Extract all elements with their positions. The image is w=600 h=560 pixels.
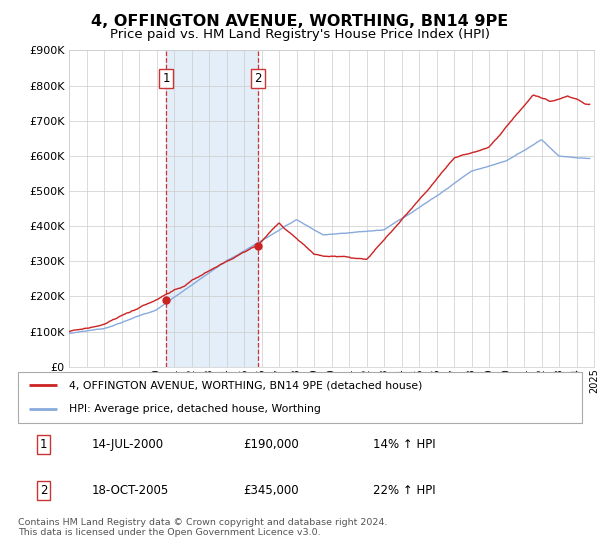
Text: 4, OFFINGTON AVENUE, WORTHING, BN14 9PE (detached house): 4, OFFINGTON AVENUE, WORTHING, BN14 9PE … (69, 380, 422, 390)
Text: 4, OFFINGTON AVENUE, WORTHING, BN14 9PE: 4, OFFINGTON AVENUE, WORTHING, BN14 9PE (91, 14, 509, 29)
Text: £190,000: £190,000 (244, 438, 299, 451)
Bar (166, 50, 258, 367)
Text: 1: 1 (40, 438, 47, 451)
Text: 18-OCT-2005: 18-OCT-2005 (91, 484, 169, 497)
Text: £345,000: £345,000 (244, 484, 299, 497)
Text: 14-JUL-2000: 14-JUL-2000 (91, 438, 163, 451)
Text: 14% ↑ HPI: 14% ↑ HPI (373, 438, 436, 451)
Text: 22% ↑ HPI: 22% ↑ HPI (373, 484, 436, 497)
Text: Price paid vs. HM Land Registry's House Price Index (HPI): Price paid vs. HM Land Registry's House … (110, 28, 490, 41)
Text: Contains HM Land Registry data © Crown copyright and database right 2024.
This d: Contains HM Land Registry data © Crown c… (18, 518, 388, 538)
Text: HPI: Average price, detached house, Worthing: HPI: Average price, detached house, Wort… (69, 404, 320, 414)
Text: 1: 1 (162, 72, 170, 85)
Text: 2: 2 (40, 484, 47, 497)
Text: 2: 2 (254, 72, 262, 85)
